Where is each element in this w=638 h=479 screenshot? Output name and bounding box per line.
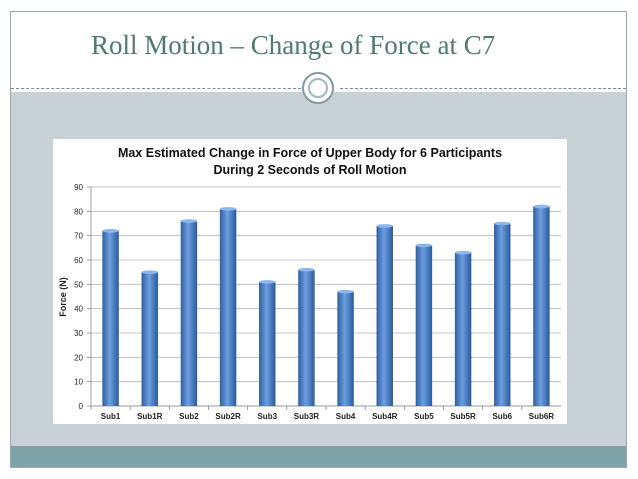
bar-cap [454, 250, 472, 255]
chart-container: Max Estimated Change in Force of Upper B… [52, 138, 568, 425]
bar-cap [259, 280, 276, 284]
bar [259, 281, 276, 406]
bar-cap [337, 289, 354, 294]
bar-cap [298, 267, 315, 272]
bar [180, 221, 198, 406]
bar [141, 272, 158, 406]
y-tick-label: 20 [74, 353, 83, 362]
y-tick-label: 60 [74, 256, 83, 265]
title-divider-left [11, 88, 301, 89]
y-tick-label: 90 [74, 183, 83, 192]
x-tick-label: Sub6R [529, 412, 555, 421]
x-tick-label: Sub6 [492, 412, 512, 421]
bar [494, 223, 511, 406]
circle-ornament-inner [308, 78, 328, 98]
x-tick-label: Sub4 [336, 412, 356, 421]
bar-cap [219, 207, 237, 211]
bar [102, 230, 119, 406]
bar-cap [376, 224, 393, 228]
x-tick-label: Sub2 [179, 412, 199, 421]
x-tick-label: Sub1R [137, 412, 163, 421]
bar-cap [141, 270, 158, 274]
chart-subtitle: During 2 Seconds of Roll Motion [213, 163, 406, 177]
y-tick-label: 70 [74, 232, 83, 241]
bar [298, 269, 315, 406]
y-tick-label: 10 [74, 378, 83, 387]
x-tick-label: Sub2R [215, 412, 241, 421]
x-tick-label: Sub3 [257, 412, 277, 421]
bottom-band [11, 446, 626, 467]
x-tick-label: Sub1 [101, 412, 121, 421]
bar-cap [180, 219, 198, 223]
bar [376, 225, 393, 406]
circle-ornament-icon [302, 72, 334, 104]
bar-chart: Max Estimated Change in Force of Upper B… [58, 146, 561, 421]
slide-title: Roll Motion – Change of Force at C7 [91, 30, 496, 60]
bar-cap [494, 221, 511, 226]
bar [219, 208, 237, 406]
chart-title: Max Estimated Change in Force of Upper B… [118, 146, 502, 160]
y-axis-label: Force (N) [58, 277, 68, 317]
bar [337, 291, 354, 406]
bar [415, 245, 433, 406]
bar-cap [102, 229, 119, 233]
bar [454, 252, 472, 406]
x-tick-label: Sub5R [450, 412, 476, 421]
y-tick-label: 30 [74, 329, 83, 338]
y-tick-label: 40 [74, 305, 83, 314]
x-tick-label: Sub3R [294, 412, 320, 421]
title-divider-right [340, 88, 626, 89]
y-tick-label: 0 [79, 402, 84, 411]
x-tick-label: Sub4R [372, 412, 398, 421]
x-tick-label: Sub5 [414, 412, 434, 421]
y-tick-label: 50 [74, 280, 83, 289]
bar-cap [415, 243, 433, 248]
bar-cap [533, 204, 550, 209]
bar [533, 206, 550, 406]
y-tick-label: 80 [74, 207, 83, 216]
